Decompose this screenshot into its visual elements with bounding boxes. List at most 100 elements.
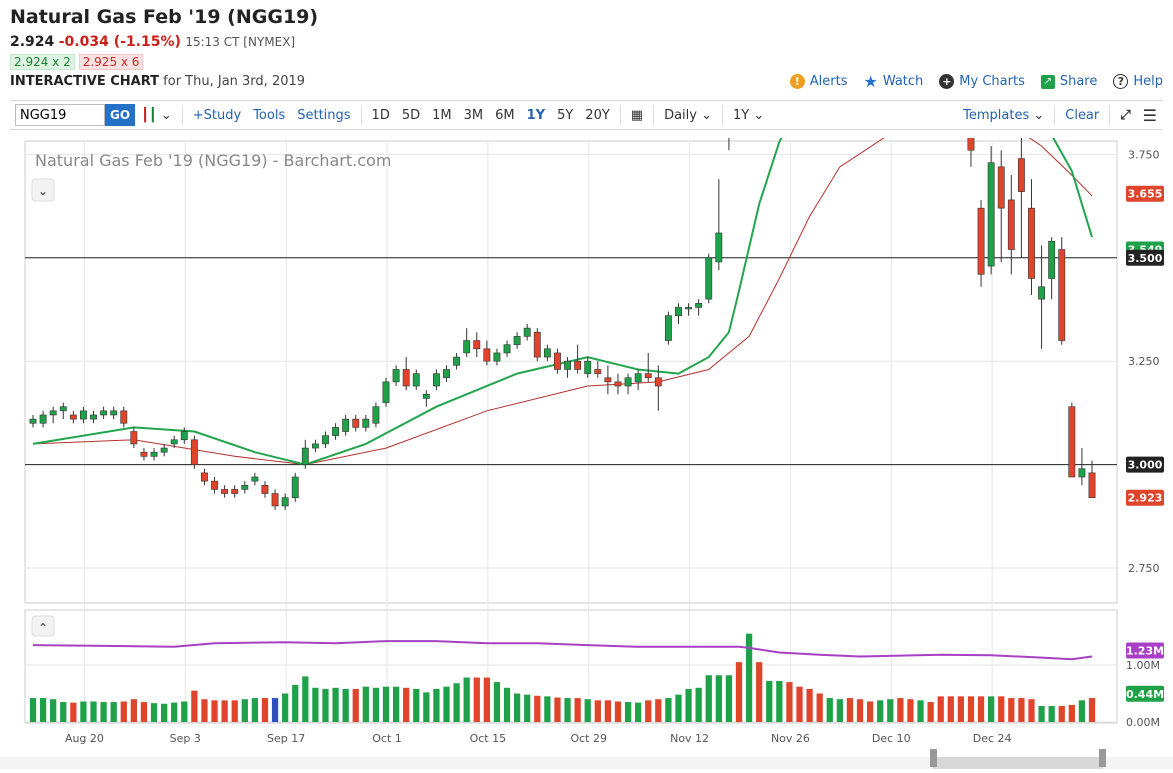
volume-bar	[473, 677, 480, 722]
volume-bar	[241, 699, 248, 722]
volume-bar	[221, 700, 228, 722]
candle	[634, 373, 642, 383]
clear-button[interactable]: Clear	[1065, 107, 1100, 123]
alerts-link[interactable]: ! Alerts	[789, 74, 848, 89]
templates-dropdown[interactable]: Templates ⌄	[957, 108, 1050, 123]
volume-bar	[786, 682, 793, 722]
period-1d[interactable]: 1D	[371, 107, 390, 123]
candle	[402, 369, 410, 387]
candle	[1007, 199, 1015, 250]
volume-bar	[756, 662, 763, 722]
volume-bar	[655, 699, 662, 722]
volume-bar	[624, 702, 632, 722]
range-scrollbar[interactable]	[0, 749, 1173, 769]
period-6m[interactable]: 6M	[495, 107, 515, 123]
divider	[619, 105, 621, 125]
watch-link[interactable]: ★ Watch	[863, 72, 923, 91]
volume-bar	[776, 680, 783, 722]
chevron-up-icon: ⌃	[38, 621, 48, 635]
chart-type-dropdown[interactable]: ┃┃ ⌄	[141, 107, 172, 123]
expand-icon[interactable]: ⤢	[1120, 107, 1131, 123]
collapse-button[interactable]: ⌄	[31, 178, 55, 202]
candle	[362, 418, 370, 428]
candle	[1028, 207, 1035, 279]
my-charts-link[interactable]: + My Charts	[939, 74, 1025, 89]
help-link[interactable]: ? Help	[1113, 74, 1163, 89]
scroll-handle-left[interactable]	[930, 749, 937, 767]
x-tick-label: Oct 15	[470, 732, 507, 745]
volume-collapse-button[interactable]: ⌃	[31, 615, 55, 637]
plus-circle-icon: +	[939, 74, 955, 89]
volume-label: 0.44M	[1126, 688, 1164, 701]
scroll-handle-right[interactable]	[1099, 749, 1106, 767]
volume-bar	[483, 677, 490, 722]
interval-dropdown[interactable]: Daily ⌄	[658, 108, 718, 123]
candle	[221, 489, 229, 494]
candle	[473, 340, 481, 350]
volume-bar	[231, 700, 238, 722]
chevron-down-icon: ⌄	[749, 107, 765, 123]
candle	[624, 377, 632, 387]
settings-button[interactable]: Settings	[297, 107, 351, 123]
candle	[271, 493, 279, 507]
top-links: ! Alerts ★ Watch + My Charts ↗ Share ? Help	[789, 72, 1163, 91]
period-1m[interactable]: 1M	[432, 107, 452, 123]
chevron-down-icon: ⌄	[1029, 107, 1045, 123]
period-1y[interactable]: 1Y	[526, 107, 546, 123]
page-title: Natural Gas Feb '19 (NGG19)	[10, 6, 319, 28]
candle	[311, 443, 319, 449]
menu-icon[interactable]: ☰	[1142, 105, 1157, 125]
volume-bar	[110, 702, 117, 722]
volume-bar	[211, 700, 218, 722]
volume-bar	[39, 698, 47, 722]
candle	[251, 476, 259, 482]
candle	[584, 360, 592, 374]
candle	[59, 406, 67, 412]
candle	[664, 315, 672, 341]
price-label: 2.923	[1128, 492, 1163, 505]
volume-bar	[927, 702, 934, 722]
candle	[1017, 158, 1025, 192]
alerts-label: Alerts	[809, 74, 848, 89]
period-20y[interactable]: 20Y	[585, 107, 610, 123]
volume-bar	[140, 702, 148, 722]
share-link[interactable]: ↗ Share	[1040, 74, 1097, 89]
period-5y[interactable]: 5Y	[557, 107, 574, 123]
calendar-icon[interactable]: ▦	[630, 107, 644, 123]
quote-time: 15:13 CT [NYMEX]	[185, 35, 296, 49]
volume-bar	[967, 696, 975, 722]
candle	[685, 307, 692, 310]
chart-heading-date: for Thu, Jan 3rd, 2019	[163, 74, 306, 89]
x-tick-label: Dec 10	[872, 732, 911, 745]
volume-bar	[877, 700, 884, 722]
range-dropdown[interactable]: 1Y ⌄	[727, 108, 770, 123]
go-button[interactable]: GO	[105, 104, 136, 126]
volume-bar	[554, 697, 561, 722]
candle	[594, 369, 602, 374]
candle	[120, 410, 128, 424]
tools-button[interactable]: Tools	[253, 107, 286, 123]
divider	[360, 105, 362, 125]
volume-bar	[29, 698, 37, 722]
chevron-down-icon: ⌄	[696, 107, 713, 123]
volume-bar	[1088, 698, 1096, 722]
ask-badge: 2.925 x 6	[78, 54, 144, 70]
period-3m[interactable]: 3M	[463, 107, 484, 123]
period-5d[interactable]: 5D	[401, 107, 421, 123]
volume-bar	[90, 701, 97, 722]
volume-bar	[796, 686, 803, 722]
volume-bar	[50, 699, 57, 722]
candle	[1038, 286, 1045, 300]
price-label-tag	[1126, 249, 1164, 266]
study-button[interactable]: +Study	[192, 107, 242, 123]
candle	[291, 476, 299, 498]
symbol-input[interactable]	[15, 104, 105, 126]
candle	[372, 406, 380, 424]
volume-bar	[887, 699, 894, 722]
chart-heading: INTERACTIVE CHART for Thu, Jan 3rd, 2019	[10, 74, 305, 89]
volume-bar	[816, 693, 823, 722]
volume-bar	[261, 698, 269, 722]
volume-bar	[1008, 698, 1015, 722]
